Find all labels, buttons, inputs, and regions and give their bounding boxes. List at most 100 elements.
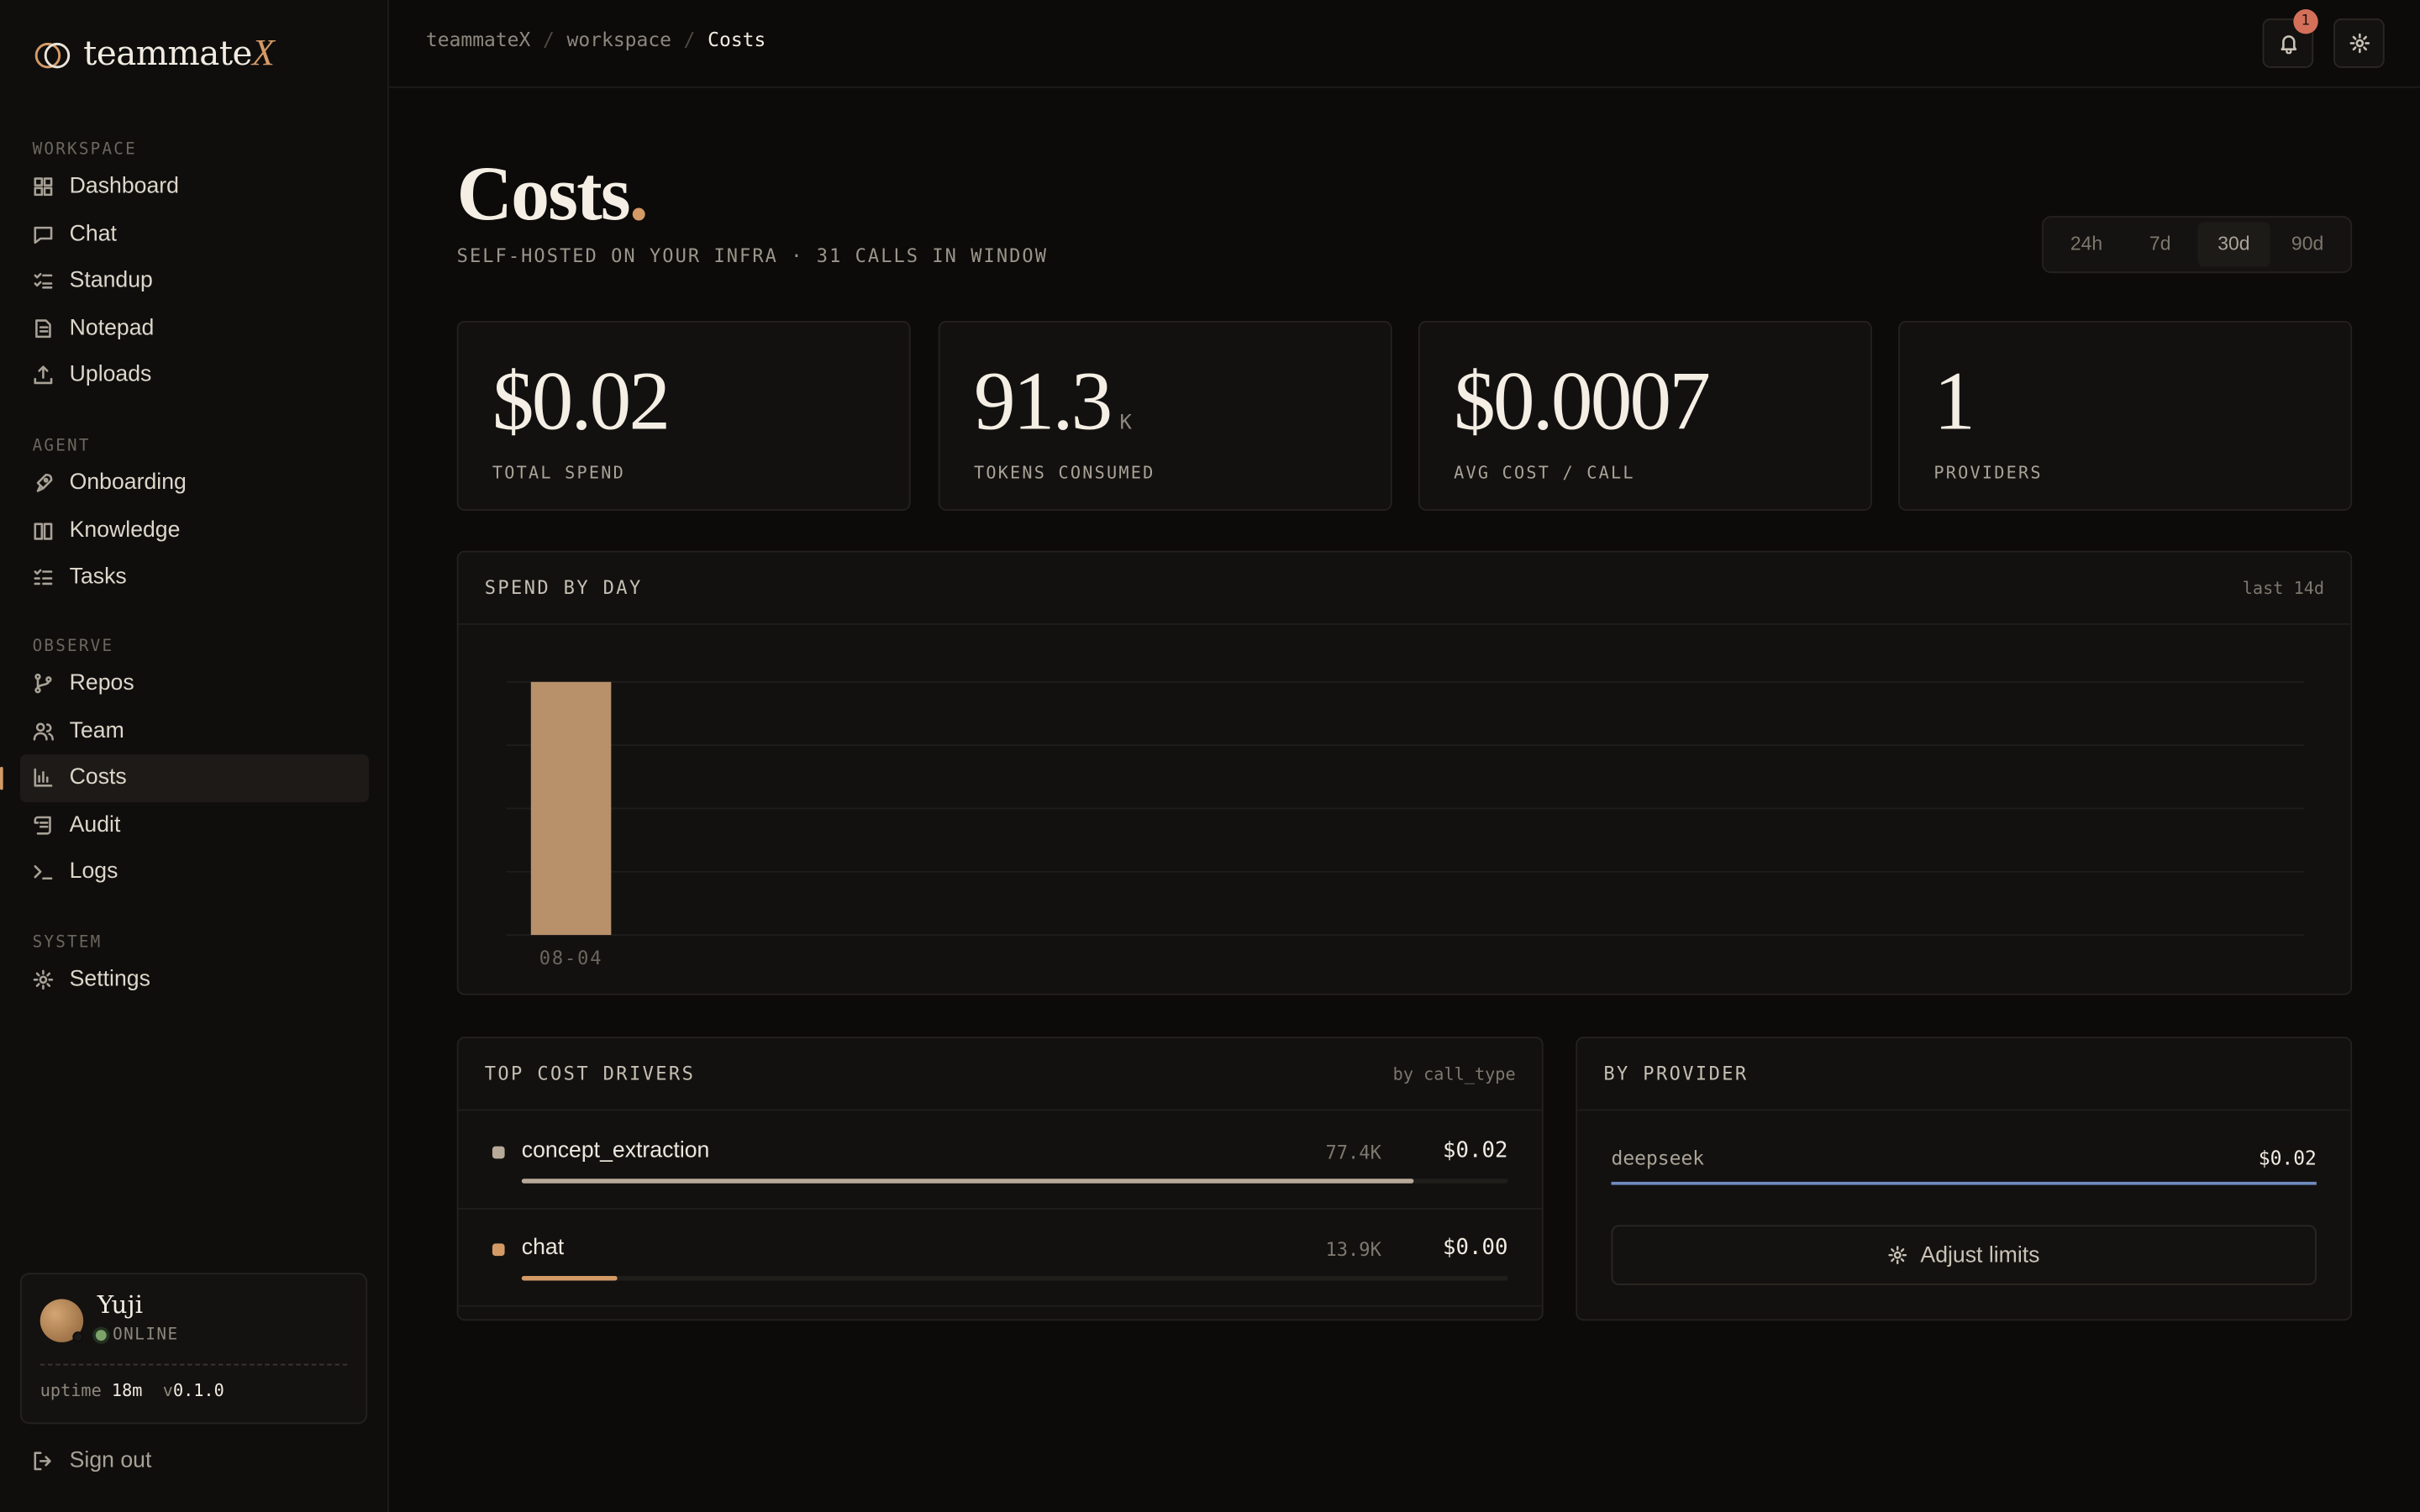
gear-icon: [1888, 1246, 1907, 1265]
panel-header: TOP COST DRIVERS by call_type: [458, 1038, 1542, 1111]
adjust-limits-label: Adjust limits: [1920, 1242, 2040, 1268]
stat-label: TOTAL SPEND: [492, 463, 625, 483]
sidebar-item-audit[interactable]: Audit: [0, 801, 389, 848]
sidebar: teammateX WORKSPACE Dashboard Chat Stand…: [0, 0, 389, 1512]
sidebar-item-costs[interactable]: Costs: [0, 754, 369, 802]
provider-share-fill: [1611, 1181, 2317, 1185]
driver-row[interactable]: chat 13.9K $0.00: [458, 1210, 1542, 1307]
range-tab-7d[interactable]: 7d: [2149, 233, 2171, 255]
sidebar-item-chat[interactable]: Chat: [0, 211, 389, 258]
driver-cost: $0.00: [1443, 1236, 1508, 1261]
breadcrumb: teammateX / workspace / Costs: [426, 28, 765, 51]
stat-value: $0.0007: [1454, 354, 1711, 448]
notification-badge: 1: [2293, 9, 2318, 34]
section-label: AGENT: [32, 436, 91, 455]
sidebar-item-knowledge[interactable]: Knowledge: [0, 507, 389, 554]
sidebar-item-standup[interactable]: Standup: [0, 258, 389, 305]
user-meta: uptime 18m v0.1.0: [40, 1381, 224, 1401]
sidebar-item-label: Onboarding: [69, 470, 187, 496]
user-card[interactable]: Yuji ONLINE uptime 18m v0.1.0: [19, 1273, 368, 1425]
driver-share-bar: [521, 1179, 1508, 1184]
sidebar-item-logs[interactable]: Logs: [0, 848, 389, 895]
version-value: 0.1.0: [172, 1380, 224, 1401]
stat-label: PROVIDERS: [1933, 463, 2043, 483]
panel-title: SPEND BY DAY: [484, 576, 643, 599]
range-tab-90d[interactable]: 90d: [2291, 233, 2324, 255]
users-icon: [33, 722, 54, 741]
stat-label: TOKENS CONSUMED: [973, 463, 1155, 483]
driver-tokens: 77.4K: [1325, 1142, 1381, 1163]
driver-swatch: [492, 1243, 505, 1257]
sidebar-item-label: Tasks: [69, 564, 127, 591]
sidebar-item-dashboard[interactable]: Dashboard: [0, 164, 389, 211]
panel-title: BY PROVIDER: [1603, 1063, 1749, 1085]
stat-card-avg-cost: $0.0007 AVG COST / CALL: [1418, 321, 1872, 511]
range-tab-24h[interactable]: 24h: [2070, 233, 2103, 255]
adjust-limits-button[interactable]: Adjust limits: [1611, 1225, 2317, 1285]
stat-card-total-spend: $0.02 TOTAL SPEND: [456, 321, 911, 511]
by-provider-panel: BY PROVIDER deepseek $0.02 Adjust limits: [1576, 1037, 2353, 1321]
breadcrumb-item[interactable]: teammateX: [425, 28, 531, 51]
sidebar-item-repos[interactable]: Repos: [0, 660, 389, 707]
gear-icon: [33, 970, 54, 990]
sidebar-item-team[interactable]: Team: [0, 707, 389, 754]
range-selector: 24h 7d 30d 90d: [2041, 216, 2353, 274]
bell-icon: [2280, 35, 2296, 55]
provider-share-bar: [1611, 1181, 2317, 1185]
sidebar-item-label: Logs: [69, 859, 118, 885]
chart-bar[interactable]: [530, 681, 612, 936]
upload-icon: [34, 365, 53, 385]
page-title: Costs.: [456, 150, 649, 237]
stat-card-tokens: 91.3 K TOKENS CONSUMED: [938, 321, 1392, 511]
sidebar-item-label: Audit: [69, 812, 121, 837]
rocket-icon: [36, 474, 53, 493]
notifications-button[interactable]: 1: [2262, 9, 2318, 68]
status-text: ONLINE: [113, 1325, 179, 1344]
breadcrumb-item[interactable]: workspace: [566, 28, 671, 51]
sidebar-item-label: Repos: [69, 671, 134, 696]
user-name: Yuji: [97, 1289, 144, 1320]
logo[interactable]: teammateX: [34, 34, 275, 76]
logo-icon: [34, 41, 71, 68]
nav-section-observe: OBSERVE Repos Team Costs Audit Logs: [0, 633, 389, 895]
sidebar-item-uploads[interactable]: Uploads: [0, 352, 389, 399]
driver-cost: $0.02: [1443, 1138, 1508, 1163]
driver-name: concept_extraction: [521, 1138, 710, 1163]
version-prefix: v: [162, 1380, 173, 1401]
grid-icon: [34, 177, 53, 197]
sidebar-item-label: Knowledge: [69, 517, 181, 543]
sidebar-item-label: Notepad: [69, 316, 155, 341]
sidebar-item-settings[interactable]: Settings: [0, 957, 389, 1004]
sign-out-button[interactable]: Sign out: [33, 1449, 152, 1473]
panel-header: BY PROVIDER: [1577, 1038, 2351, 1111]
sidebar-item-notepad[interactable]: Notepad: [0, 305, 389, 352]
chart-tick-label: 08-04: [539, 948, 603, 969]
sign-out-label: Sign out: [69, 1448, 152, 1474]
topbar: teammateX / workspace / Costs 1: [388, 0, 2420, 88]
gear-icon: [2349, 33, 2370, 54]
top-cost-drivers-panel: TOP COST DRIVERS by call_type concept_ex…: [456, 1037, 1544, 1321]
breadcrumb-separator: /: [543, 28, 555, 51]
nav-section-agent: AGENT Onboarding Knowledge Tasks: [0, 432, 389, 601]
settings-button[interactable]: [2333, 18, 2385, 68]
spend-by-day-panel: SPEND BY DAY last 14d 08-04: [456, 550, 2353, 995]
section-label: OBSERVE: [32, 637, 114, 656]
sidebar-item-tasks[interactable]: Tasks: [0, 554, 389, 601]
range-tab-30d[interactable]: 30d: [2196, 222, 2271, 267]
stat-value: 1: [1933, 354, 1975, 448]
panel-title: TOP COST DRIVERS: [484, 1063, 696, 1085]
terminal-icon: [34, 865, 53, 880]
page-subtitle: SELF-HOSTED ON YOUR INFRA · 31 CALLS IN …: [456, 245, 1049, 267]
presence-dot: [72, 1331, 84, 1342]
sidebar-item-onboarding[interactable]: Onboarding: [0, 459, 389, 507]
title-dot: .: [629, 150, 649, 237]
nav-section-system: SYSTEM Settings: [0, 929, 389, 1004]
panel-meta: by call_type: [1392, 1064, 1516, 1085]
sidebar-item-label: Standup: [69, 269, 153, 294]
user-status: ONLINE: [95, 1325, 179, 1344]
provider-cost: $0.02: [2258, 1146, 2317, 1170]
notepad-icon: [35, 318, 51, 338]
breadcrumb-current: Costs: [708, 28, 766, 51]
driver-row[interactable]: concept_extraction 77.4K $0.02: [458, 1112, 1542, 1210]
driver-share-bar: [521, 1275, 1508, 1281]
